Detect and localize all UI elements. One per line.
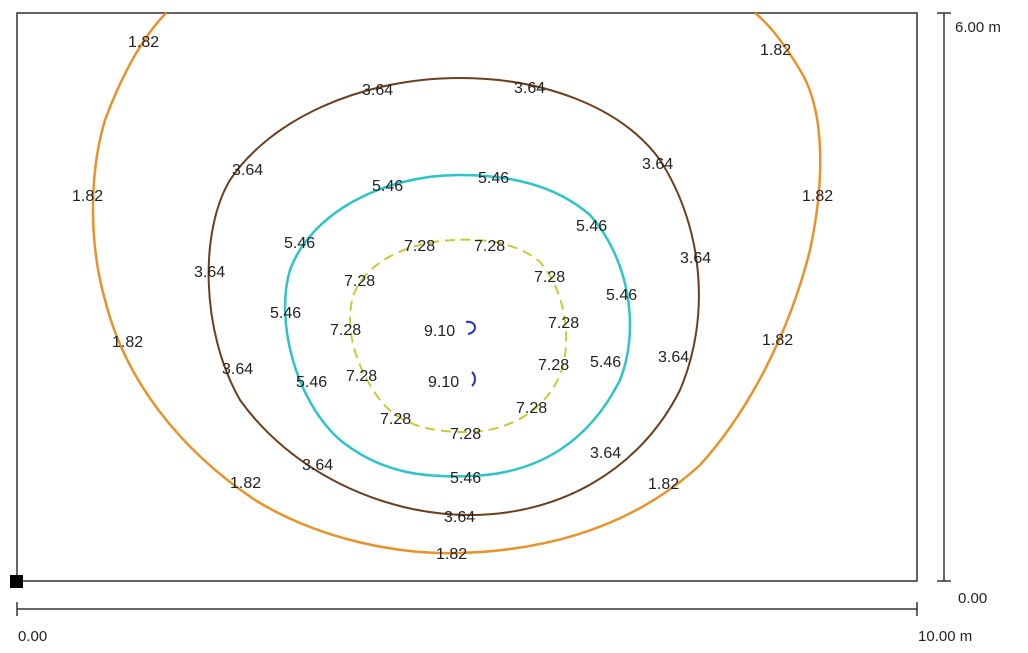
contour-label-1-82: 1.82 xyxy=(112,334,143,351)
contour-label-7-28: 7.28 xyxy=(516,400,547,417)
contour-label-1-82: 1.82 xyxy=(762,332,793,349)
y-scale-bar xyxy=(937,12,951,582)
contour-label-7-28: 7.28 xyxy=(548,315,579,332)
contour-label-3-64: 3.64 xyxy=(514,80,545,97)
contour-label-5-46: 5.46 xyxy=(590,354,621,371)
contour-label-1-82: 1.82 xyxy=(230,475,261,492)
contour-label-9-10: 9.10 xyxy=(428,374,459,391)
x-scale-bar xyxy=(16,602,918,616)
contour-label-3-64: 3.64 xyxy=(194,264,225,281)
contour-label-3-64: 3.64 xyxy=(232,162,263,179)
contour-label-7-28: 7.28 xyxy=(344,273,375,290)
contour-line-9-10-upper xyxy=(465,320,476,335)
contour-label-1-82: 1.82 xyxy=(648,476,679,493)
contour-label-9-10: 9.10 xyxy=(424,323,455,340)
contour-label-5-46: 5.46 xyxy=(270,305,301,322)
contour-label-5-46: 5.46 xyxy=(296,374,327,391)
contour-label-1-82: 1.82 xyxy=(802,188,833,205)
contour-label-3-64: 3.64 xyxy=(680,250,711,267)
contour-label-7-28: 7.28 xyxy=(330,322,361,339)
contour-label-1-82: 1.82 xyxy=(760,42,791,59)
contour-label-3-64: 3.64 xyxy=(302,457,333,474)
contour-label-3-64: 3.64 xyxy=(222,361,253,378)
contour-label-7-28: 7.28 xyxy=(346,368,377,385)
contour-label-5-46: 5.46 xyxy=(576,218,607,235)
contour-line-3-64 xyxy=(207,76,700,517)
contour-label-1-82: 1.82 xyxy=(436,546,467,563)
origin-marker xyxy=(10,575,23,588)
contour-label-5-46: 5.46 xyxy=(478,170,509,187)
contour-label-7-28: 7.28 xyxy=(450,426,481,443)
contour-label-5-46: 5.46 xyxy=(284,235,315,252)
contour-label-7-28: 7.28 xyxy=(538,357,569,374)
contour-label-7-28: 7.28 xyxy=(404,238,435,255)
contour-label-3-64: 3.64 xyxy=(642,156,673,173)
y-scale-start-label: 0.00 xyxy=(958,590,987,607)
contour-label-3-64: 3.64 xyxy=(658,349,689,366)
contour-label-7-28: 7.28 xyxy=(534,269,565,286)
contour-label-7-28: 7.28 xyxy=(380,411,411,428)
room-outline xyxy=(16,12,918,582)
y-scale-end-label: 6.00 m xyxy=(955,19,1001,36)
contour-label-1-82: 1.82 xyxy=(72,188,103,205)
x-scale-end-label: 10.00 m xyxy=(918,628,972,645)
contour-label-3-64: 3.64 xyxy=(590,445,621,462)
contour-label-5-46: 5.46 xyxy=(606,287,637,304)
contour-line-9-10-lower xyxy=(471,371,476,387)
contour-label-7-28: 7.28 xyxy=(474,238,505,255)
contour-label-3-64: 3.64 xyxy=(444,509,475,526)
contour-label-1-82: 1.82 xyxy=(128,34,159,51)
contour-label-3-64: 3.64 xyxy=(362,82,393,99)
contour-line-1-82 xyxy=(91,12,822,555)
contour-line-5-46 xyxy=(283,173,632,478)
contour-label-5-46: 5.46 xyxy=(372,178,403,195)
contour-label-5-46: 5.46 xyxy=(450,470,481,487)
contour-line-7-28 xyxy=(349,238,568,434)
x-scale-start-label: 0.00 xyxy=(18,628,47,645)
